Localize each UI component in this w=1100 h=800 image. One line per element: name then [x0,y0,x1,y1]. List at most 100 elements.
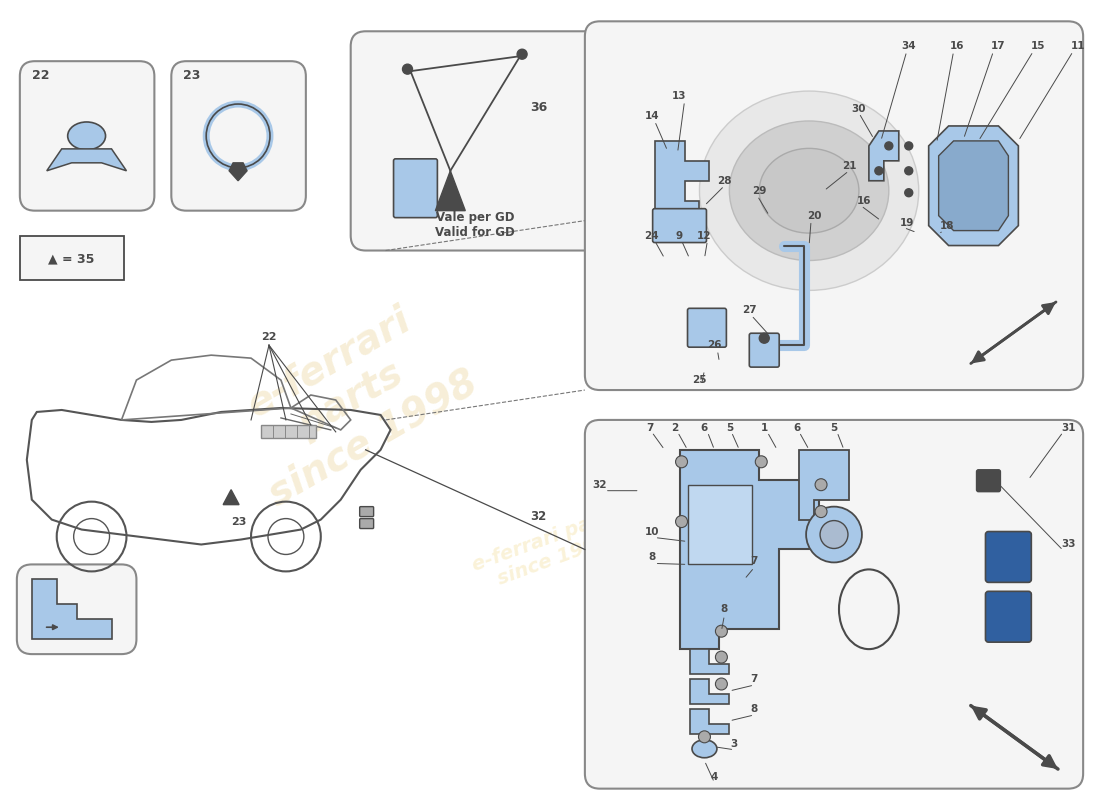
Circle shape [675,456,688,468]
Text: 18: 18 [939,221,954,230]
Text: 8: 8 [720,604,728,614]
Circle shape [517,50,527,59]
Circle shape [698,731,711,743]
Circle shape [675,515,688,527]
Text: 6: 6 [701,423,708,433]
Polygon shape [261,425,316,438]
Text: 26: 26 [707,340,722,350]
FancyBboxPatch shape [360,518,374,529]
Circle shape [884,142,893,150]
Text: 27: 27 [742,306,757,315]
Polygon shape [436,170,465,210]
Text: 29: 29 [752,186,767,196]
FancyBboxPatch shape [360,506,374,517]
Polygon shape [654,141,710,221]
Polygon shape [928,126,1019,246]
Text: ▲ = 35: ▲ = 35 [48,252,95,265]
Text: 9: 9 [676,230,683,241]
Polygon shape [869,131,899,181]
Text: e-ferrari parts
since 1998: e-ferrari parts since 1998 [470,503,630,595]
Ellipse shape [700,91,918,290]
Circle shape [815,478,827,490]
Text: 8: 8 [648,553,656,562]
FancyBboxPatch shape [20,235,124,281]
FancyBboxPatch shape [172,61,306,210]
Text: 20: 20 [806,210,822,221]
FancyBboxPatch shape [977,470,1000,492]
Text: 11: 11 [1071,42,1086,51]
Text: 5: 5 [726,423,733,433]
FancyBboxPatch shape [986,531,1032,582]
Circle shape [821,521,848,549]
FancyBboxPatch shape [652,209,706,242]
Text: 16: 16 [857,196,871,206]
Polygon shape [223,490,239,505]
Circle shape [806,506,862,562]
Polygon shape [690,709,729,734]
Text: 22: 22 [261,332,276,342]
Ellipse shape [759,148,859,233]
Polygon shape [32,579,111,639]
FancyBboxPatch shape [986,591,1032,642]
Circle shape [756,456,767,468]
FancyBboxPatch shape [749,334,779,367]
Text: 7: 7 [750,557,758,566]
Text: 2: 2 [671,423,679,433]
Text: 34: 34 [901,42,916,51]
Text: 23: 23 [184,69,200,82]
Text: 36: 36 [530,101,548,114]
Text: 25: 25 [692,375,706,385]
Text: 7: 7 [750,674,758,684]
Text: 5: 5 [830,423,837,433]
Text: 23: 23 [231,517,246,526]
Text: 15: 15 [1031,42,1045,51]
Polygon shape [47,149,126,170]
Circle shape [905,189,913,197]
Text: 6: 6 [793,423,801,433]
Text: 28: 28 [717,176,732,186]
Text: 19: 19 [900,218,914,228]
Text: 4: 4 [711,772,718,782]
Text: 31: 31 [1060,423,1076,433]
Text: 3: 3 [730,739,738,749]
FancyBboxPatch shape [20,61,154,210]
Circle shape [403,64,412,74]
FancyBboxPatch shape [688,308,726,347]
FancyBboxPatch shape [394,159,438,218]
Text: 12: 12 [697,230,712,241]
Ellipse shape [68,122,106,150]
FancyBboxPatch shape [585,420,1084,789]
Text: e-ferrari
parts
since 1998: e-ferrari parts since 1998 [218,286,484,514]
Circle shape [715,626,727,637]
Text: 32: 32 [530,510,547,522]
Polygon shape [690,679,729,704]
Text: 22: 22 [32,69,50,82]
Text: 33: 33 [1060,539,1076,550]
Text: Vale per GD
Valid for GD: Vale per GD Valid for GD [436,210,515,238]
Text: 17: 17 [991,42,1005,51]
Circle shape [905,142,913,150]
Text: 16: 16 [949,42,964,51]
Circle shape [759,334,769,343]
Circle shape [715,651,727,663]
Text: 21: 21 [842,161,856,171]
FancyBboxPatch shape [585,22,1084,390]
Text: 14: 14 [645,111,659,121]
Text: 13: 13 [672,91,686,101]
Text: 7: 7 [646,423,653,433]
Circle shape [815,506,827,518]
FancyBboxPatch shape [351,31,600,250]
Text: 24: 24 [645,230,659,241]
FancyBboxPatch shape [688,485,752,565]
Text: 8: 8 [750,704,758,714]
Text: 1: 1 [760,423,768,433]
Text: 32: 32 [593,480,607,490]
Circle shape [715,678,727,690]
Polygon shape [680,450,820,649]
Polygon shape [799,450,849,519]
Polygon shape [938,141,1009,230]
Circle shape [874,167,883,174]
Polygon shape [229,163,248,181]
FancyBboxPatch shape [16,565,136,654]
Text: 30: 30 [851,104,866,114]
